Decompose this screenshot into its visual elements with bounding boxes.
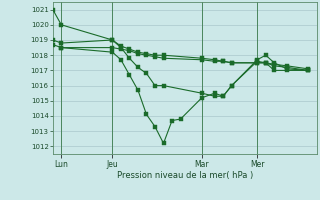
X-axis label: Pression niveau de la mer( hPa ): Pression niveau de la mer( hPa )	[117, 171, 253, 180]
